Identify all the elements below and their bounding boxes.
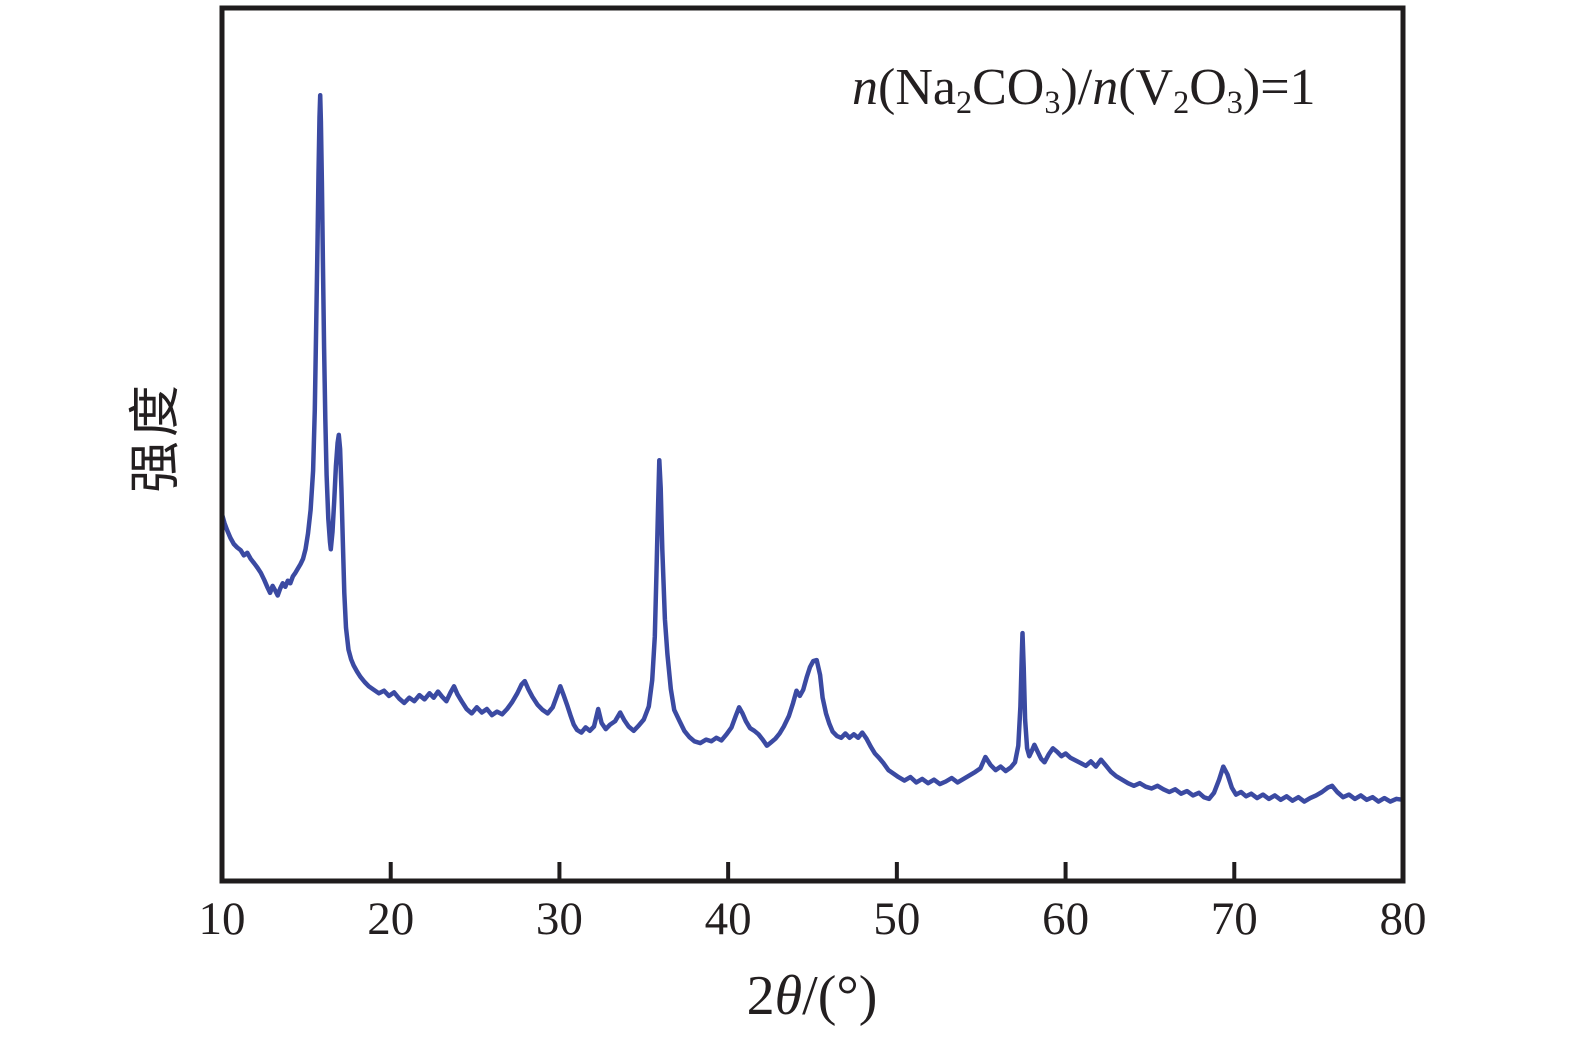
x-tick-label-30: 30 [535, 893, 583, 945]
x-tick-label-50: 50 [873, 893, 921, 945]
x-tick-label-70: 70 [1210, 893, 1258, 945]
plot-frame [219, 5, 1406, 884]
x-axis-ticks [388, 862, 1237, 879]
series-polyline [219, 93, 1406, 804]
xrd-series-line [219, 93, 1406, 804]
x-tick-label-60: 60 [1042, 893, 1090, 945]
x-tick-label-10: 10 [198, 893, 246, 945]
molar-ratio-annotation: n(Na2CO3)/n(V2O3)=1 [852, 59, 1316, 121]
x-axis-title: 2θ/(°) [746, 965, 878, 1027]
x-tick-label-80: 80 [1379, 893, 1427, 945]
x-tick-label-20: 20 [367, 893, 415, 945]
x-tick-label-40: 40 [704, 893, 752, 945]
y-axis-title: 强度 [128, 380, 185, 494]
